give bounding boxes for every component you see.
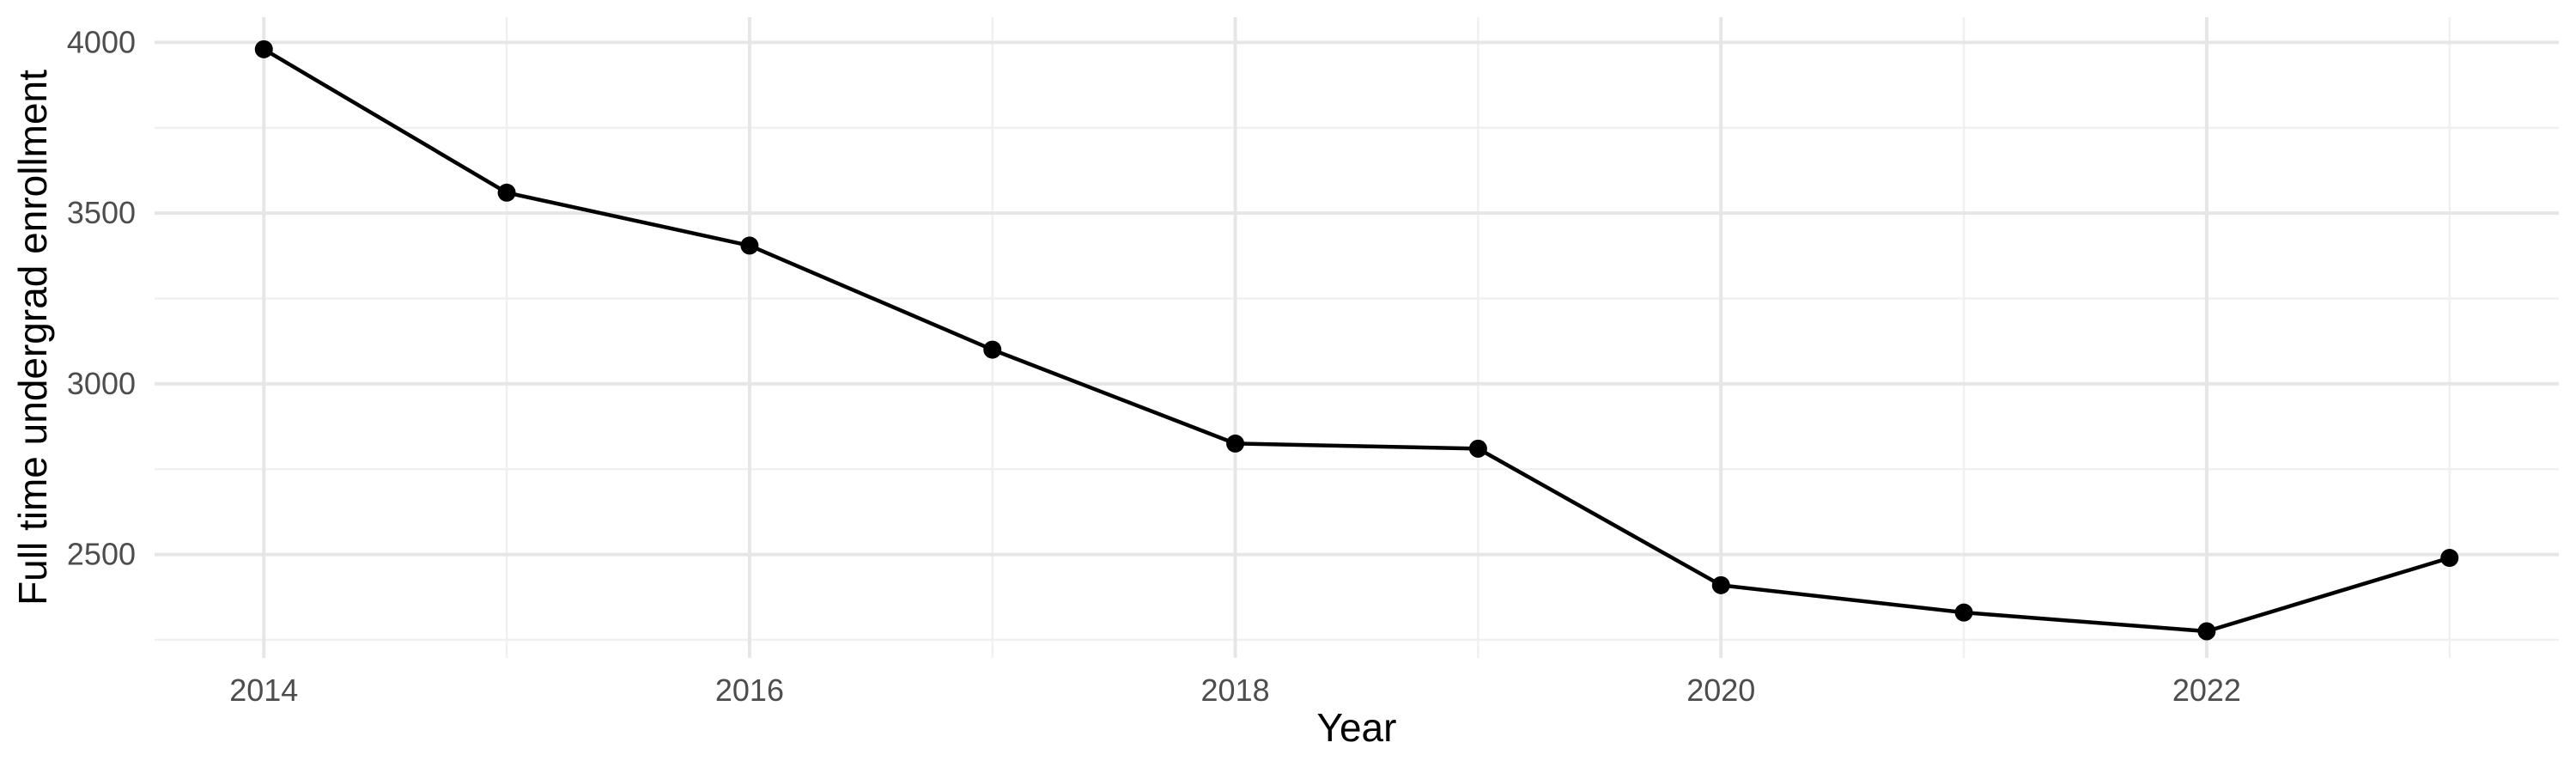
- x-tick-label-2020: 2020: [1686, 673, 1755, 708]
- y-tick-label-3500: 3500: [67, 195, 136, 230]
- data-point-2017: [983, 340, 1002, 359]
- data-point-2016: [740, 236, 759, 255]
- data-point-2019: [1468, 439, 1487, 458]
- y-tick-label-2500: 2500: [67, 537, 136, 572]
- y-axis-title: Full time undergrad enrollment: [10, 70, 55, 606]
- y-tick-label-4000: 4000: [67, 24, 136, 59]
- data-point-2020: [1711, 575, 1730, 594]
- data-point-2014: [254, 40, 273, 58]
- enrollment-line: [262, 47, 2451, 634]
- data-point-2022: [2197, 622, 2216, 641]
- data-point-2021: [1954, 603, 1973, 622]
- x-tick-label-2014: 2014: [229, 673, 298, 708]
- data-point-2015: [497, 183, 516, 202]
- x-tick-label-2022: 2022: [2172, 673, 2241, 708]
- x-tick-label-2018: 2018: [1201, 673, 1270, 708]
- data-point-2023: [2440, 549, 2459, 568]
- y-tick-label-3000: 3000: [67, 366, 136, 401]
- x-tick-label-2016: 2016: [715, 673, 784, 708]
- data-point-2018: [1226, 434, 1245, 453]
- x-axis-title: Year: [1316, 705, 1397, 750]
